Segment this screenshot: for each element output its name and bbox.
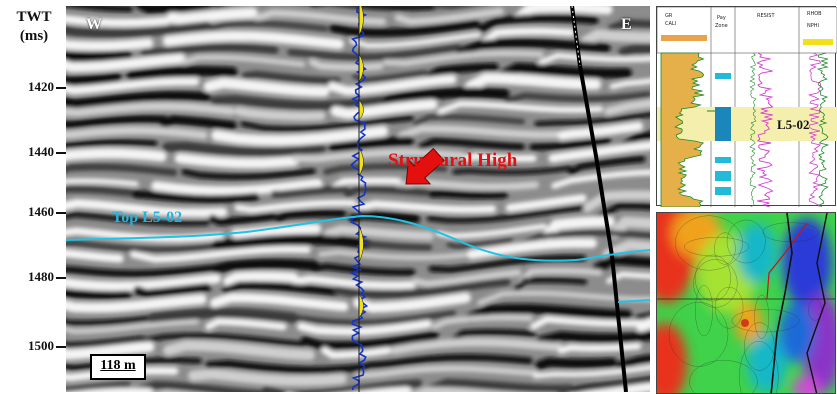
- structure-map-panel: [656, 212, 836, 394]
- log-header-gr: GR: [665, 13, 673, 19]
- neutron-curve: [816, 52, 830, 207]
- y-tick-1440: [56, 152, 66, 154]
- y-tick-label-1420: 1420: [28, 79, 54, 94]
- well-path-map: [766, 222, 808, 300]
- y-tick-label-1440: 1440: [28, 144, 54, 159]
- log-header-rhob: RHOB: [807, 11, 822, 17]
- scale-bar: 118 m: [90, 354, 146, 380]
- density-curve: [807, 52, 822, 207]
- log-header-pay: Pay: [717, 15, 726, 21]
- y-axis-title: TWT (ms): [6, 8, 62, 46]
- pay-zone-band: [657, 107, 837, 141]
- y-tick-label-1500: 1500: [28, 338, 54, 353]
- well-log-graphic: [657, 7, 837, 207]
- synthetic-wiggles: [358, 6, 364, 319]
- y-axis-title-line1: TWT: [16, 9, 52, 25]
- seismic-image: [66, 6, 650, 392]
- resistivity-curve: [756, 52, 774, 207]
- y-tick-label-1480: 1480: [28, 269, 54, 284]
- structure-map: [657, 213, 835, 393]
- horizon-segment-east: [617, 299, 650, 303]
- seismic-section: W E Structural High Top L5-02: [66, 6, 650, 392]
- well-log-panel: GR CALI Pay Zone RESIST RHOB NPHI L5-02: [656, 6, 837, 207]
- horizon-label: Top L5-02: [112, 209, 183, 226]
- map-fault-2: [806, 213, 828, 393]
- structural-high-arrow: [405, 147, 445, 185]
- map-contours: [668, 215, 823, 393]
- east-label: E: [621, 16, 632, 33]
- y-axis-title-line2: (ms): [19, 28, 49, 44]
- y-tick-1500: [56, 346, 66, 348]
- y-tick-1480: [56, 277, 66, 279]
- y-tick-label-1460: 1460: [28, 204, 54, 219]
- top-horizon-line: [66, 214, 650, 262]
- log-header-cali: CALI: [665, 21, 677, 27]
- resistivity-curve-2: [749, 52, 757, 207]
- pay-zone-column: [715, 107, 731, 141]
- log-header-nphi: NPHI: [807, 23, 819, 29]
- map-high-closure: [741, 319, 749, 327]
- structural-high-label: Structural High: [388, 150, 518, 171]
- gr-curve: [660, 52, 705, 207]
- map-fault-1: [770, 213, 793, 393]
- y-tick-1420: [56, 87, 66, 89]
- west-label: W: [86, 16, 102, 33]
- density-header-fill: [803, 39, 833, 45]
- well-name-label: L5-02: [777, 117, 810, 132]
- seismic-reflectors: [66, 6, 650, 392]
- gr-header-fill: [661, 35, 707, 41]
- y-tick-1460: [56, 212, 66, 214]
- log-header-zone: Zone: [715, 23, 728, 29]
- fault-tip: [571, 6, 581, 67]
- log-header-resist: RESIST: [757, 13, 775, 19]
